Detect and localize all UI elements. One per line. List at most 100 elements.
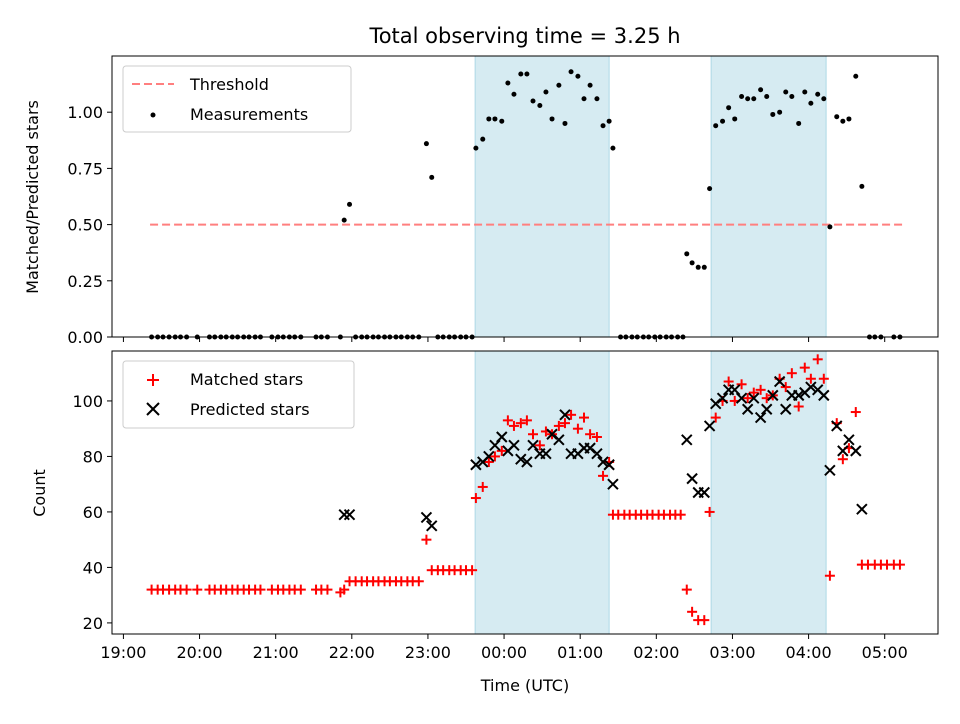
data-point: [777, 109, 783, 115]
data-point: [793, 401, 804, 412]
x-tick-label: 22:00: [329, 643, 375, 662]
data-point: [773, 375, 786, 388]
data-point: [720, 118, 726, 124]
y-tick-label: 100: [72, 392, 103, 411]
bottom-panel-y-axis-label: Count: [30, 469, 49, 517]
data-point: [675, 509, 686, 520]
data-point: [761, 403, 773, 415]
bottom-panel-frame: [111, 350, 939, 635]
data-point: [559, 409, 571, 421]
data-point: [770, 111, 776, 117]
data-point: [606, 118, 612, 124]
data-point: [543, 89, 549, 95]
y-tick-label: 80: [83, 447, 103, 466]
data-point: [607, 478, 619, 490]
data-point: [562, 120, 568, 126]
data-point: [600, 123, 606, 129]
data-point: [755, 384, 766, 395]
data-point: [530, 98, 536, 104]
data-point: [713, 123, 719, 129]
data-point: [850, 407, 861, 418]
y-tick-label: 0.75: [67, 159, 103, 178]
data-point: [483, 456, 494, 467]
data-point: [511, 91, 517, 97]
data-point: [295, 584, 306, 595]
data-point: [421, 534, 432, 545]
data-point: [591, 432, 602, 443]
x-tick-label: 19:00: [100, 643, 146, 662]
legend-predicted-label: Predicted stars: [190, 400, 310, 419]
data-point: [508, 439, 520, 452]
data-point: [521, 415, 532, 426]
data-point: [581, 96, 587, 102]
data-point: [575, 73, 581, 79]
data-point: [704, 506, 715, 517]
x-tick-label: 00:00: [481, 643, 527, 662]
data-point: [812, 354, 823, 365]
data-point: [707, 186, 713, 192]
y-tick-label: 1.00: [67, 103, 103, 122]
observing-window-2: [710, 55, 827, 338]
observing-window-2: [710, 350, 827, 635]
data-point: [723, 376, 734, 387]
data-point: [579, 412, 589, 423]
y-tick-label: 0.25: [67, 272, 103, 291]
data-point: [426, 520, 438, 532]
x-tick-label: 23:00: [405, 643, 451, 662]
data-point: [687, 606, 698, 617]
data-point: [598, 470, 609, 481]
data-point: [701, 264, 707, 270]
data-point: [496, 445, 507, 456]
x-tick-label: 01:00: [557, 643, 603, 662]
data-point: [553, 420, 564, 431]
data-point: [568, 69, 574, 75]
data-point: [859, 183, 865, 189]
top-panel-y-axis-label: Matched/Predicted stars: [23, 100, 42, 294]
chart-title: Total observing time = 3.25 h: [368, 24, 680, 48]
data-point: [341, 217, 347, 223]
data-point: [805, 373, 816, 384]
data-point: [748, 392, 760, 404]
data-point: [846, 116, 852, 122]
data-point: [524, 71, 530, 77]
data-point: [805, 381, 817, 393]
data-point: [689, 260, 695, 266]
data-point: [429, 174, 435, 180]
data-point: [732, 116, 738, 122]
data-point: [729, 384, 741, 396]
data-point: [831, 420, 843, 432]
data-point: [741, 403, 754, 415]
bottom-panel: 20 40 60 80 100 19:00 20:00 21:00 22:00 23:00 00:…: [30, 350, 939, 695]
data-point: [423, 141, 429, 147]
data-point: [684, 251, 690, 257]
data-point: [742, 393, 753, 404]
data-point: [850, 445, 862, 457]
data-point: [840, 118, 846, 124]
data-point: [181, 584, 192, 595]
data-point: [780, 382, 791, 393]
data-point: [339, 584, 350, 595]
data-point: [748, 387, 759, 398]
data-point: [505, 80, 511, 86]
data-point: [489, 451, 500, 462]
data-point: [540, 447, 552, 460]
data-point: [745, 96, 751, 102]
data-point: [815, 91, 821, 97]
data-point: [534, 440, 545, 451]
top-panel-frame: [111, 55, 939, 338]
data-point: [716, 392, 729, 404]
data-point: [735, 392, 748, 404]
data-point: [736, 379, 747, 390]
data-point: [549, 116, 555, 122]
data-point: [786, 368, 797, 379]
x-tick-label: 20:00: [176, 643, 222, 662]
y-tick-label: 60: [83, 503, 103, 522]
y-tick-label: 40: [83, 558, 103, 577]
bottom-legend: Matched stars Predicted stars: [122, 360, 355, 429]
series-matched-stars: [146, 354, 905, 626]
y-tick-label: 0.50: [67, 216, 103, 235]
data-point: [527, 429, 538, 440]
data-point: [467, 565, 478, 576]
data-point: [470, 493, 481, 504]
y-tick-label: 0.00: [67, 328, 103, 347]
